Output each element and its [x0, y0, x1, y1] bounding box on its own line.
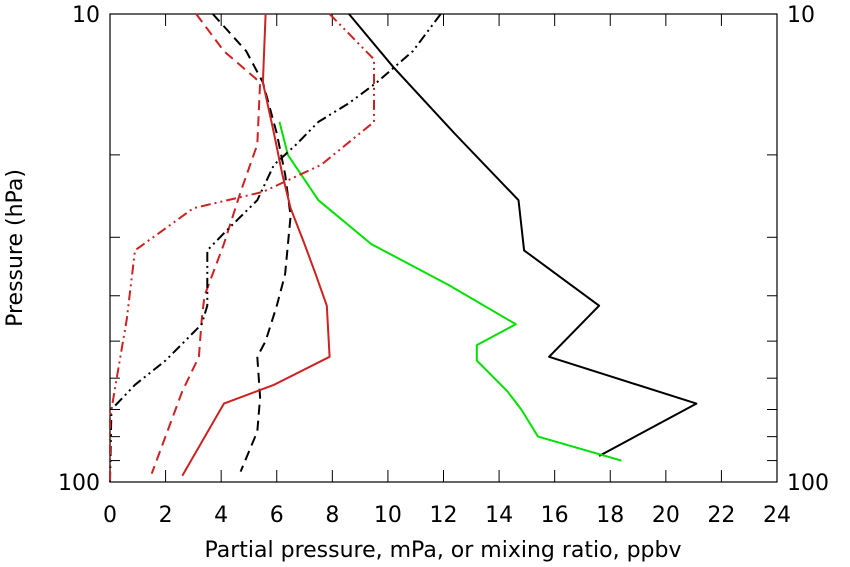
series-line-5 [150, 13, 262, 475]
series-group [109, 13, 698, 483]
x-tick-label: 20 [652, 503, 680, 528]
y-tick-label-right: 100 [787, 471, 829, 496]
x-tick-label: 8 [325, 503, 339, 528]
x-tick-label: 22 [707, 503, 735, 528]
x-tick-label: 10 [374, 503, 402, 528]
x-tick-label: 18 [596, 503, 624, 528]
series-line-7 [109, 13, 375, 482]
axis-ticks [109, 14, 778, 482]
x-tick-label: 0 [103, 503, 117, 528]
x-tick-label: 24 [763, 503, 791, 528]
series-line-1 [348, 13, 698, 457]
x-tick-label: 16 [541, 503, 569, 528]
x-tick-label: 12 [430, 503, 458, 528]
y-tick-label-left: 100 [58, 471, 100, 496]
x-tick-label: 14 [485, 503, 513, 528]
series-line-4 [181, 13, 331, 477]
y-tick-label-right: 10 [787, 3, 815, 28]
y-axis-title: Pressure (hPa) [3, 169, 28, 327]
x-tick-label: 2 [159, 503, 173, 528]
x-axis-title: Partial pressure, mPa, or mixing ratio, … [204, 538, 681, 563]
x-tick-label: 6 [270, 503, 284, 528]
y-tick-label-left: 10 [72, 3, 100, 28]
series-line-6 [109, 13, 442, 483]
x-tick-label: 4 [214, 503, 228, 528]
series-line-2 [278, 121, 622, 462]
